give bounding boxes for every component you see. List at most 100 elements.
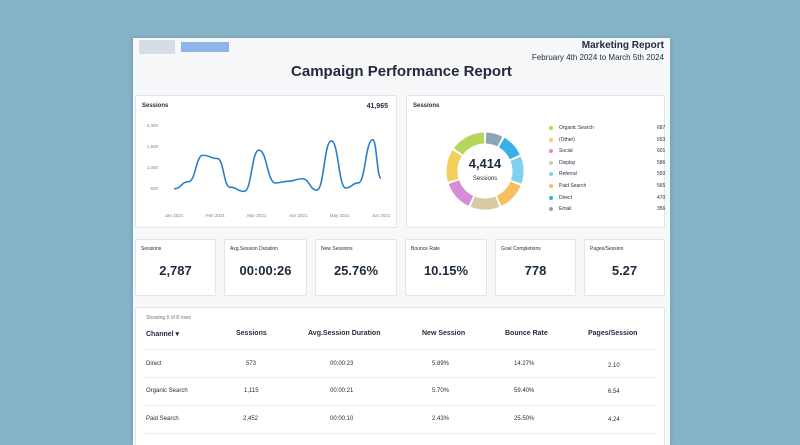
x-tick-label: May 2021 (330, 213, 350, 218)
blurred-logo (139, 40, 231, 54)
card-title: Sessions (142, 103, 169, 109)
legend-item[interactable]: Social 601 (549, 148, 669, 156)
column-header-channel[interactable]: Channel ▾ (146, 331, 180, 338)
donut-center-label: Sessions (473, 176, 497, 182)
legend-item[interactable]: Direct 470 (549, 195, 669, 203)
sessions-donut-card: Sessions 4,414 Sessions Organic Search 68… (406, 95, 665, 228)
legend-value: 565 (657, 183, 666, 189)
sessions-donut-chart: 4,414 Sessions (446, 132, 524, 210)
legend-item[interactable]: Organic Search 687 (549, 125, 669, 133)
donut-slice[interactable] (496, 181, 521, 206)
cell-sessions: 2,452 (243, 416, 259, 422)
cell-bounce-rate: 14.27% (514, 361, 535, 367)
legend-swatch (549, 172, 553, 177)
legend-item[interactable]: Paid Search 565 (549, 183, 669, 191)
cell-new-session: 2.43% (432, 416, 450, 422)
legend-label: Email (559, 206, 572, 213)
channel-table-card: Showing 0 of 8 rows Channel ▾ Sessions A… (135, 307, 665, 445)
legend-value: 601 (657, 148, 666, 155)
legend-label: Paid Search (559, 183, 587, 189)
kpi-value: 5.27 (611, 263, 638, 278)
legend-label: Referral (559, 171, 577, 178)
y-tick-label: 2,000 (147, 123, 159, 128)
page-title: Campaign Performance Report (291, 63, 512, 80)
donut-slice[interactable] (446, 150, 463, 182)
x-tick-label: Mar 2021 (247, 213, 267, 218)
legend-swatch (549, 184, 553, 188)
legend-value: 550 (657, 171, 666, 178)
kpi-card-pages-per-session: Pages/Session 5.27 (584, 239, 665, 296)
kpi-card-new-sessions: New Sessions 25.76% (315, 239, 397, 296)
legend-item[interactable]: Display 586 (549, 160, 669, 168)
legend-item[interactable]: Email 356 (549, 206, 669, 214)
column-header-sessions[interactable]: Sessions (236, 330, 267, 337)
column-header-bounce-rate[interactable]: Bounce Rate (505, 330, 548, 337)
kpi-card-sessions: Sessions 2,787 (135, 239, 216, 296)
header-divider (144, 349, 656, 350)
report-sheet: Marketing Report February 4th 2024 to Ma… (133, 38, 670, 445)
donut-slice[interactable] (510, 156, 524, 184)
logo-block-right (181, 42, 229, 52)
column-header-avg-duration[interactable]: Avg.Session Duration (308, 330, 381, 337)
kpi-label: Avg.Session Duration (230, 246, 278, 252)
x-tick-label: Jun 2021 (372, 213, 391, 218)
legend-label: (Other) (559, 136, 575, 143)
donut-center-value: 4,414 (469, 156, 502, 171)
cell-pages-per-session: 6.54 (608, 389, 620, 395)
cell-avg-duration: 00:00:10 (330, 416, 354, 422)
logo-block-left (139, 40, 175, 54)
kpi-value: 25.76% (333, 263, 379, 278)
row-divider (144, 433, 656, 434)
y-tick-label: 1,000 (147, 165, 159, 170)
cell-channel: Organic Search (146, 388, 188, 394)
donut-slice[interactable] (485, 132, 503, 147)
legend-swatch (549, 195, 553, 200)
kpi-value: 10.15% (423, 263, 469, 278)
donut-slice[interactable] (448, 179, 474, 206)
y-tick-label: 500 (150, 186, 158, 191)
legend-value: 687 (657, 125, 666, 131)
card-total: 41,965 (366, 103, 388, 110)
legend-value: 586 (657, 159, 666, 166)
legend-swatch (549, 126, 553, 130)
donut-slice[interactable] (498, 137, 520, 160)
legend-label: Social (559, 148, 573, 155)
report-date-range: February 4th 2024 to March 5th 2024 (531, 53, 664, 62)
cell-new-session: 5.89% (432, 361, 450, 367)
legend-label: Display (559, 159, 576, 166)
report-title: Marketing Report (581, 40, 664, 51)
kpi-value: 778 (524, 263, 547, 278)
x-tick-label: Feb 2021 (206, 213, 226, 218)
legend-swatch (549, 149, 553, 154)
cell-channel: Paid Search (146, 416, 179, 422)
legend-item[interactable]: (Other) 653 (549, 137, 669, 145)
row-divider (144, 377, 656, 378)
legend-swatch (549, 207, 553, 212)
sessions-line-chart: 2,000 1,500 1,000 500 Jan 2021 Feb 2021 Mar 20… (147, 123, 391, 218)
legend-value: 653 (657, 136, 666, 143)
legend-item[interactable]: Referral 550 (549, 171, 669, 179)
kpi-card-bounce-rate: Bounce Rate 10.15% (405, 239, 487, 296)
cell-bounce-rate: 25.50% (514, 416, 535, 422)
donut-slice[interactable] (453, 132, 485, 155)
column-header-pages-per-session[interactable]: Pages/Session (588, 330, 638, 337)
column-header-new-session[interactable]: New Session (422, 330, 466, 337)
legend-swatch (549, 137, 553, 142)
kpi-card-avg-duration: Avg.Session Duration 00:00:26 (224, 239, 307, 296)
legend-value: 356 (657, 206, 666, 213)
row-divider (144, 405, 656, 406)
kpi-label: New Sessions (321, 246, 353, 252)
kpi-label: Bounce Rate (411, 246, 440, 252)
sessions-line-card: Sessions 41,965 2,000 1,500 1,000 500 Jan 20… (135, 95, 397, 228)
cell-sessions: 1,115 (244, 388, 259, 394)
donut-slice[interactable] (470, 196, 500, 210)
legend-label: Organic Search (559, 125, 594, 131)
kpi-label: Pages/Session (590, 246, 624, 252)
x-tick-label: Jan 2021 (165, 213, 184, 218)
rows-count-text: Showing 0 of 8 rows (146, 315, 192, 321)
cell-avg-duration: 00:00:23 (330, 361, 354, 367)
kpi-label: Sessions (141, 246, 162, 252)
kpi-value: 2,787 (159, 263, 192, 278)
kpi-card-goal-completions: Goal Completions 778 (495, 239, 576, 296)
cell-bounce-rate: 59.40% (514, 388, 535, 394)
